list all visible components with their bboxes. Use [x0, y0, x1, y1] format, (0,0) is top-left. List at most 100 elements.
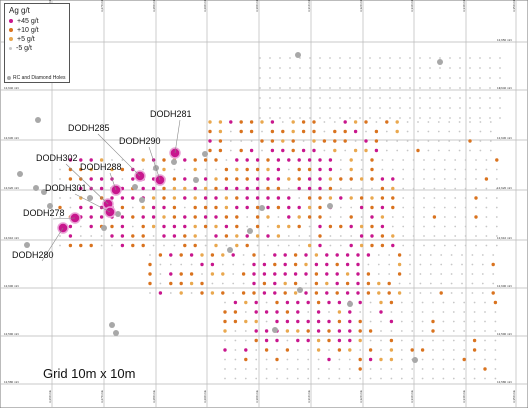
northing-label: 13,630 mN [4, 136, 19, 140]
sample-dot [443, 235, 446, 237]
easting-label: 3,340 mE [462, 0, 466, 12]
sample-dot [429, 282, 432, 285]
sample-dot [429, 254, 432, 256]
sample-dot [449, 57, 451, 59]
sample-dot [309, 67, 311, 69]
sample-dot [473, 320, 476, 323]
sample-dot [433, 159, 436, 161]
sample-dot [454, 168, 457, 171]
sample-dot [454, 178, 457, 180]
sample-dot [439, 117, 441, 119]
sample-dot [281, 148, 285, 153]
sample-dot [423, 244, 425, 247]
sample-dot [235, 158, 239, 162]
sample-dot [379, 57, 381, 59]
sample-dot [99, 177, 104, 181]
legend-title: Ag g/t [9, 6, 30, 15]
sample-dot [265, 320, 268, 323]
sample-dot [141, 215, 145, 219]
sample-dot [235, 186, 239, 191]
sample-dot [275, 319, 279, 324]
sample-dot [289, 77, 291, 79]
sample-dot [264, 329, 269, 333]
sample-dot [369, 368, 372, 370]
sample-dot [348, 348, 352, 352]
sample-dot [79, 235, 82, 237]
sample-dot [379, 310, 383, 314]
easting-label: 3,270 mE [100, 0, 104, 12]
sample-dot [318, 196, 322, 200]
sample-dot [131, 158, 135, 162]
sample-dot [289, 97, 291, 99]
sample-dot [459, 97, 461, 99]
sample-dot [474, 215, 478, 219]
sample-dot [318, 243, 322, 248]
sample-dot [459, 67, 461, 69]
sample-dot [193, 224, 197, 229]
sample-dot [214, 177, 218, 181]
sample-dot [296, 310, 300, 314]
sample-dot [406, 130, 409, 133]
sample-dot [339, 57, 341, 59]
sample-dot [189, 253, 194, 257]
easting-label: 3,270 mE [100, 390, 104, 403]
sample-dot [371, 187, 373, 190]
sample-dot [287, 177, 291, 181]
sample-dot [252, 272, 256, 276]
sample-dot [419, 273, 422, 275]
sample-dot [68, 234, 73, 238]
sample-dot [419, 254, 422, 256]
sample-dot [307, 177, 312, 181]
sample-dot [349, 107, 351, 109]
sample-dot [159, 263, 162, 266]
sample-dot [59, 178, 61, 180]
sample-dot [359, 57, 361, 59]
sample-dot [255, 224, 260, 229]
sample-dot [337, 310, 342, 314]
sample-dot [348, 338, 352, 343]
sample-dot [285, 348, 290, 352]
sample-dot [345, 262, 350, 267]
sample-dot [223, 319, 227, 324]
sample-dot [244, 311, 247, 313]
sample-dot [380, 196, 385, 200]
sample-dot [433, 244, 436, 247]
sample-dot [389, 300, 394, 305]
sample-dot [224, 377, 226, 380]
sample-dot [412, 244, 415, 247]
sample-dot [349, 167, 353, 172]
sample-dot [281, 139, 285, 143]
sample-dot [395, 120, 399, 124]
sample-dot [439, 77, 441, 79]
sample-dot [419, 77, 421, 79]
sample-dot [69, 197, 72, 199]
sample-dot [246, 225, 249, 228]
sample-dot [269, 97, 271, 99]
sample-dot [343, 129, 347, 134]
sample-dot [180, 263, 183, 266]
easting-label: 3,290 mE [203, 390, 207, 403]
sample-dot [350, 206, 353, 209]
sample-dot [423, 178, 425, 180]
sample-dot [354, 140, 357, 142]
sample-dot [440, 254, 443, 256]
sample-dot [442, 330, 445, 332]
sample-dot [172, 215, 177, 219]
sample-dot [241, 291, 246, 295]
hole-label: DODH302 [36, 153, 78, 163]
sample-dot [265, 301, 268, 304]
sample-dot [450, 292, 453, 294]
drill-hole-marker [17, 171, 23, 177]
sample-dot [432, 215, 437, 219]
sample-dot [411, 301, 414, 304]
sample-dot [296, 329, 300, 333]
sample-dot [402, 235, 405, 237]
sample-dot [162, 224, 166, 229]
sample-dot [409, 107, 411, 109]
sample-dot [471, 263, 474, 266]
sample-dot [316, 338, 321, 343]
drill-hole-marker [247, 228, 253, 234]
drill-hole-marker [272, 327, 278, 333]
